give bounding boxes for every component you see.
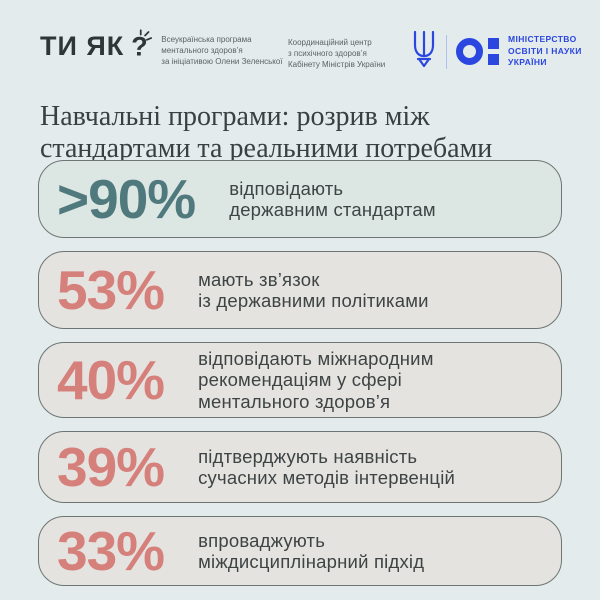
- ty-yak-logo-text: ТИ ЯК: [40, 31, 125, 61]
- stats-list: >90% відповідають державним стандартам 5…: [38, 160, 562, 586]
- stat-card-interventions: 39% підтверджують наявність сучасних мет…: [38, 431, 562, 503]
- ministry-name: МІНІСТЕРСТВО ОСВІТИ І НАУКИ УКРАЇНИ: [508, 33, 582, 68]
- ty-yak-brand: ТИ ЯК ? Всеукраїнська програма ментально…: [40, 27, 288, 68]
- stat-label: відповідають міжнародним рекомендаціям у…: [198, 347, 434, 412]
- stat-value: >90%: [57, 167, 196, 230]
- stat-value: 40%: [57, 348, 165, 411]
- ty-yak-logo: ТИ ЯК ?: [40, 27, 153, 68]
- stat-label: впроваджують міждисциплінарний підхід: [198, 529, 425, 572]
- stat-card-interdisciplinary: 33% впроваджують міждисциплінарний підхі…: [38, 516, 562, 586]
- stat-value: 53%: [57, 258, 165, 321]
- ministry-colon-icon: [488, 38, 499, 65]
- header: ТИ ЯК ? Всеукраїнська програма ментально…: [40, 27, 581, 74]
- stat-value: 39%: [57, 435, 165, 498]
- divider: [446, 34, 447, 69]
- coordination-center-text: Координаційний центр з психічного здоров…: [288, 38, 386, 69]
- stat-label: відповідають державним стандартам: [229, 177, 436, 220]
- question-mark-icon: ?: [126, 27, 153, 68]
- stat-card-standards: >90% відповідають державним стандартам: [38, 160, 562, 238]
- brand-tagline: Всеукраїнська програма ментального здоро…: [161, 35, 283, 66]
- ministry-ring-icon: [456, 38, 483, 65]
- ministry-logo: МІНІСТЕРСТВО ОСВІТИ І НАУКИ УКРАЇНИ: [410, 27, 582, 74]
- stat-label: мають зв’язок із державними політиками: [198, 268, 429, 311]
- svg-text:?: ?: [131, 31, 148, 61]
- stat-label: підтверджують наявність сучасних методів…: [198, 445, 456, 488]
- stat-card-international: 40% відповідають міжнародним рекомендаці…: [38, 342, 562, 418]
- trident-icon: [410, 29, 438, 74]
- stat-value: 33%: [57, 519, 165, 582]
- page-title: Навчальні програми: розрив між стандарта…: [40, 100, 493, 164]
- stat-card-policies: 53% мають зв’язок із державними політика…: [38, 251, 562, 329]
